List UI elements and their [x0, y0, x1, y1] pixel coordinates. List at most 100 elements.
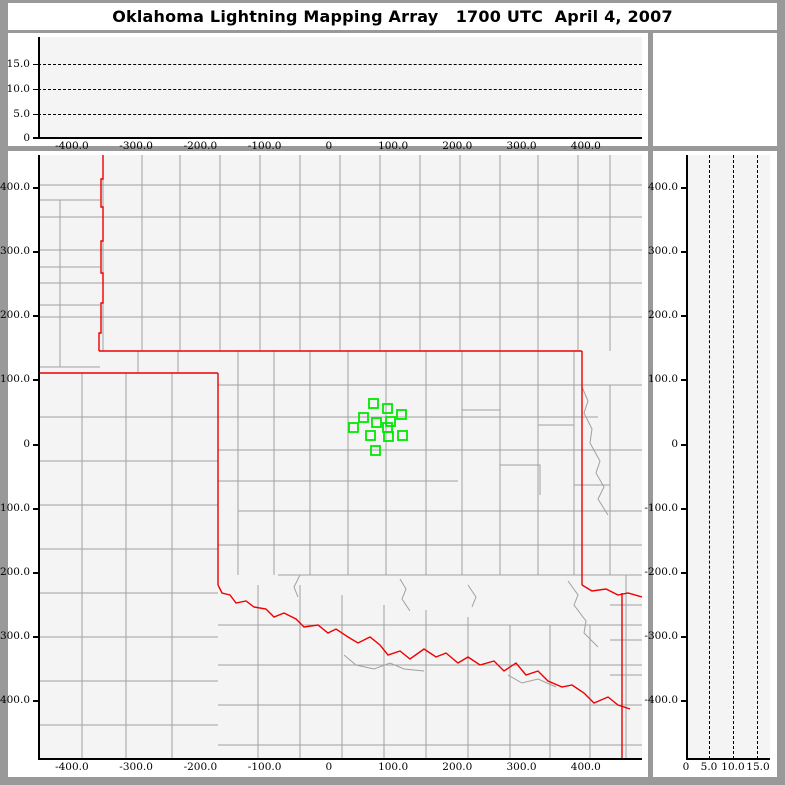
- right-gridline-10: [733, 155, 734, 759]
- top-panel-plot-area: [38, 37, 642, 138]
- station-marker: [365, 430, 376, 441]
- top-panel-x-axis: [38, 137, 642, 139]
- map-xtick-label--300: -300.0: [119, 761, 153, 773]
- top-right-blank-panel: [653, 33, 777, 146]
- top-gridline-10: [38, 89, 642, 90]
- map-ytick--300: [33, 636, 39, 638]
- right-panel-y-axis: [686, 155, 688, 759]
- county-boundaries: [38, 155, 642, 759]
- top-xtick-label-100: 100.0: [378, 140, 409, 152]
- map-plot-area[interactable]: [38, 155, 642, 759]
- map-ytick-label--200: -200.0: [0, 566, 30, 578]
- map-ytick-label-400: 400.0: [0, 181, 30, 193]
- right-ytick-label--100: -100.0: [644, 502, 678, 514]
- map-ytick-label-300: 300.0: [0, 245, 30, 257]
- station-marker: [397, 430, 408, 441]
- right-panel-x-axis: [686, 758, 770, 760]
- right-ytick-label-400: 400.0: [647, 181, 678, 193]
- right-panel-plot-area: [686, 155, 770, 759]
- top-altitude-panel: 15.0 10.0 5.0 0 -400.0 -300.0 -200.0 -10…: [7, 33, 648, 152]
- right-ytick-300: [681, 251, 687, 253]
- top-xtick-label-200: 200.0: [442, 140, 473, 152]
- top-ytick-label-5: 5.0: [13, 108, 30, 120]
- state-boundaries: [38, 155, 642, 759]
- top-gridline-5: [38, 114, 642, 115]
- right-ytick-label-100: 100.0: [647, 373, 678, 385]
- map-xtick-label-400: 400.0: [570, 761, 601, 773]
- top-panel-y-axis: [38, 37, 40, 138]
- map-ytick-400: [33, 187, 39, 189]
- right-xtick-label-10: 10.0: [721, 761, 745, 773]
- map-xtick-label-0: 0: [325, 761, 333, 773]
- right-xtick-label-0: 0: [682, 761, 690, 773]
- map-ytick-0: [33, 444, 39, 446]
- right-ytick--300: [681, 636, 687, 638]
- map-ytick-label-0: 0: [23, 438, 30, 450]
- station-marker: [382, 422, 393, 433]
- map-ytick--400: [33, 700, 39, 702]
- right-altitude-panel: 400.0 300.0 200.0 100.0 0 -100.0 -200.0 …: [644, 151, 777, 777]
- right-ytick--100: [681, 508, 687, 510]
- map-ytick-label-100: 100.0: [0, 373, 30, 385]
- station-marker: [385, 416, 396, 427]
- lma-station-markers[interactable]: [348, 398, 408, 456]
- top-ytick-5: [33, 113, 39, 115]
- map-ytick-200: [33, 315, 39, 317]
- top-xtick-label-400: 400.0: [570, 140, 601, 152]
- right-ytick-100: [681, 379, 687, 381]
- station-marker: [358, 412, 369, 423]
- station-marker: [383, 431, 394, 442]
- station-marker: [348, 422, 359, 433]
- right-ytick-label--300: -300.0: [644, 630, 678, 642]
- right-gridline-15: [757, 155, 758, 759]
- map-xtick-label-100: 100.0: [378, 761, 409, 773]
- top-ytick-label-0: 0: [23, 132, 30, 144]
- top-xtick-label--300: -300.0: [119, 140, 153, 152]
- map-ytick-label-200: 200.0: [0, 309, 30, 321]
- right-ytick-label--200: -200.0: [644, 566, 678, 578]
- top-xtick-label-300: 300.0: [506, 140, 537, 152]
- map-ytick-label--100: -100.0: [0, 502, 30, 514]
- map-xtick-label-300: 300.0: [506, 761, 537, 773]
- map-xtick-label--400: -400.0: [55, 761, 89, 773]
- right-ytick--400: [681, 700, 687, 702]
- right-gridline-5: [709, 155, 710, 759]
- map-ytick-label--400: -400.0: [0, 694, 30, 706]
- station-marker: [368, 398, 379, 409]
- map-ytick-300: [33, 251, 39, 253]
- top-xtick-label-0: 0: [325, 140, 333, 152]
- right-ytick-label--400: -400.0: [644, 694, 678, 706]
- top-ytick-label-10: 10.0: [6, 83, 30, 95]
- station-marker: [371, 417, 382, 428]
- right-ytick--200: [681, 572, 687, 574]
- station-marker: [396, 409, 407, 420]
- right-ytick-label-0: 0: [671, 438, 678, 450]
- map-ytick-label--300: -300.0: [0, 630, 30, 642]
- main-map-panel: 400.0 300.0 200.0 100.0 0 -100.0 -200.0 …: [0, 151, 648, 777]
- map-xtick-label--100: -100.0: [247, 761, 282, 773]
- map-xtick-label-200: 200.0: [442, 761, 473, 773]
- right-ytick-label-300: 300.0: [647, 245, 678, 257]
- top-ytick-15: [33, 63, 39, 65]
- right-ytick-400: [681, 187, 687, 189]
- right-xtick-label-5: 5.0: [700, 761, 718, 773]
- page-title-text: Oklahoma Lightning Mapping Array 1700 UT…: [112, 7, 673, 26]
- top-ytick-label-15: 15.0: [6, 58, 30, 70]
- right-ytick-200: [681, 315, 687, 317]
- map-x-axis: [38, 758, 642, 760]
- station-marker: [370, 445, 381, 456]
- top-xtick-label--200: -200.0: [183, 140, 218, 152]
- top-xtick-label--100: -100.0: [247, 140, 282, 152]
- map-graphic: [38, 155, 642, 759]
- map-ytick--200: [33, 572, 39, 574]
- map-y-axis: [38, 155, 40, 759]
- right-ytick-label-200: 200.0: [647, 309, 678, 321]
- top-ytick-0: [33, 137, 39, 139]
- right-xtick-label-15: 15.0: [746, 761, 770, 773]
- top-ytick-10: [33, 88, 39, 90]
- station-marker: [382, 403, 393, 414]
- top-gridline-15: [38, 64, 642, 65]
- map-ytick-100: [33, 379, 39, 381]
- map-xtick-label--200: -200.0: [183, 761, 218, 773]
